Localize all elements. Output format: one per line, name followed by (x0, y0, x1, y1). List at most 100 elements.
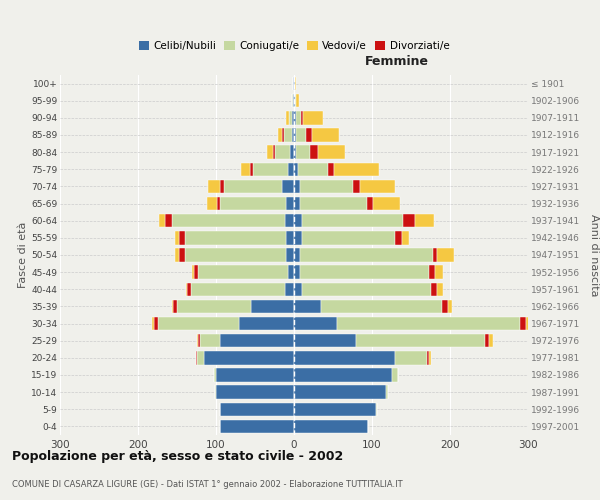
Bar (241, 162, 250, 176)
Bar (395, 351, 427, 364)
Bar (278, 128, 283, 141)
Bar (216, 386, 294, 399)
Bar (198, 334, 200, 347)
Bar (300, 266, 429, 279)
Bar (429, 266, 435, 279)
Bar (435, 266, 443, 279)
Bar (401, 231, 409, 244)
Y-axis label: Anni di nascita: Anni di nascita (589, 214, 599, 296)
Bar (290, 146, 294, 159)
Bar (159, 214, 165, 228)
Bar (294, 197, 300, 210)
Bar (293, 77, 294, 90)
Bar (304, 111, 323, 124)
Bar (437, 248, 454, 262)
Bar (294, 266, 300, 279)
Bar (286, 111, 289, 124)
Bar (292, 128, 294, 141)
Bar (520, 317, 526, 330)
Bar (288, 162, 294, 176)
Bar (172, 214, 284, 228)
Bar (294, 248, 300, 262)
Text: COMUNE DI CASARZA LIGURE (GE) - Dati ISTAT 1° gennaio 2002 - Elaborazione TUTTIT: COMUNE DI CASARZA LIGURE (GE) - Dati IST… (12, 480, 403, 489)
Bar (294, 402, 376, 416)
Bar (283, 180, 294, 193)
Bar (431, 282, 437, 296)
Bar (294, 77, 295, 90)
Bar (415, 214, 434, 228)
Bar (179, 248, 185, 262)
Bar (294, 282, 302, 296)
Bar (294, 420, 368, 433)
Bar (318, 146, 346, 159)
Bar (353, 180, 359, 193)
Bar (250, 162, 253, 176)
Bar (253, 162, 288, 176)
Bar (294, 386, 386, 399)
Bar (175, 231, 179, 244)
Bar (395, 231, 401, 244)
Bar (301, 111, 304, 124)
Bar (376, 402, 377, 416)
Bar (296, 111, 301, 124)
Bar (328, 162, 334, 176)
Bar (294, 180, 300, 193)
Bar (386, 386, 388, 399)
Bar (251, 300, 294, 313)
Bar (198, 266, 288, 279)
Bar (359, 180, 395, 193)
Bar (294, 94, 295, 108)
Bar (185, 231, 286, 244)
Bar (185, 282, 187, 296)
Bar (300, 197, 367, 210)
Bar (220, 402, 294, 416)
Bar (292, 111, 294, 124)
Bar (302, 282, 431, 296)
Bar (286, 248, 294, 262)
Bar (266, 146, 273, 159)
Bar (294, 317, 337, 330)
Bar (312, 128, 339, 141)
Bar (284, 282, 294, 296)
Bar (300, 248, 433, 262)
Bar (296, 128, 306, 141)
Bar (191, 282, 284, 296)
Bar (302, 214, 403, 228)
Bar (403, 214, 415, 228)
Bar (489, 334, 493, 347)
Bar (295, 94, 296, 108)
Bar (220, 197, 286, 210)
Bar (356, 334, 485, 347)
Bar (294, 334, 356, 347)
Text: Popolazione per età, sesso e stato civile - 2002: Popolazione per età, sesso e stato civil… (12, 450, 343, 463)
Bar (179, 231, 185, 244)
Bar (275, 146, 290, 159)
Text: Femmine: Femmine (365, 55, 429, 68)
Bar (298, 162, 328, 176)
Bar (286, 197, 294, 210)
Bar (194, 266, 198, 279)
Bar (216, 368, 294, 382)
Bar (284, 214, 294, 228)
Bar (294, 146, 296, 159)
Bar (196, 351, 197, 364)
Bar (294, 231, 302, 244)
Bar (294, 128, 296, 141)
Bar (152, 317, 154, 330)
Bar (294, 351, 395, 364)
Bar (310, 146, 318, 159)
Bar (442, 300, 448, 313)
Bar (204, 351, 294, 364)
Bar (192, 266, 194, 279)
Bar (273, 146, 275, 159)
Bar (289, 111, 292, 124)
Bar (294, 162, 298, 176)
Bar (294, 111, 296, 124)
Bar (526, 317, 533, 330)
Bar (293, 94, 294, 108)
Bar (433, 248, 437, 262)
Legend: Celibi/Nubili, Coniugati/e, Vedovi/e, Divorziati/e: Celibi/Nubili, Coniugati/e, Vedovi/e, Di… (134, 37, 454, 56)
Bar (208, 180, 220, 193)
Bar (392, 368, 398, 382)
Bar (172, 300, 173, 313)
